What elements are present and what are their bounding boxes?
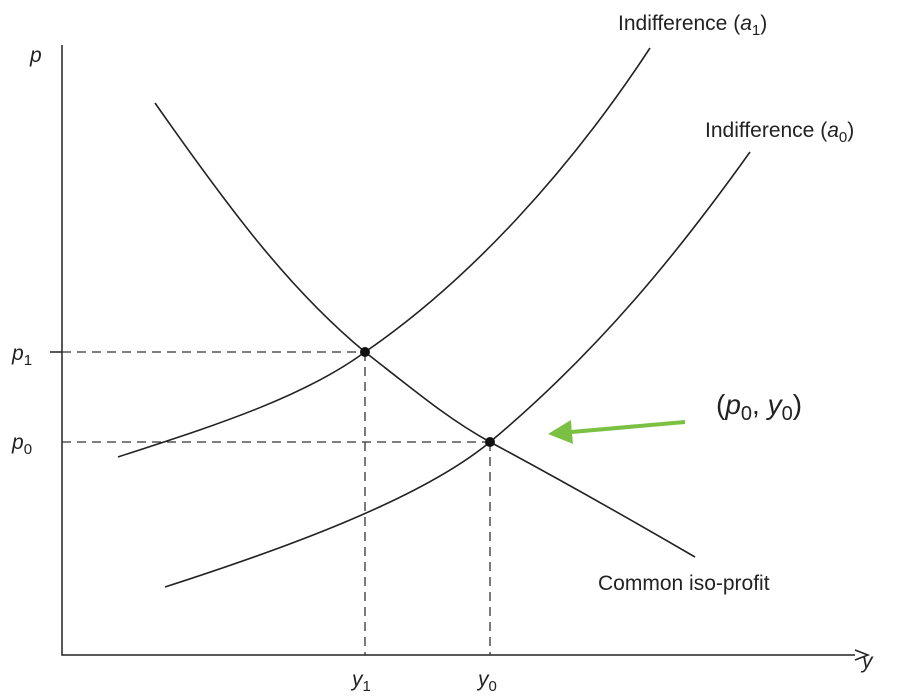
indifference-a1: [117, 47, 651, 458]
guide-lines: [62, 351, 491, 655]
y1-label: y1: [350, 668, 371, 695]
axes: [61, 45, 855, 656]
iso-profit-curve: [154, 102, 696, 558]
y0-label: y0: [476, 668, 497, 695]
y-axis-label: p: [29, 44, 42, 67]
annotation: (p0, y0): [716, 389, 802, 425]
p0-label: p0: [11, 431, 32, 458]
p1-label: p1: [11, 342, 32, 369]
curve-label: Indifference (a1): [618, 12, 767, 39]
x-axis-label: y: [860, 650, 874, 673]
annotation-arrow: [548, 419, 686, 444]
indifference-a0: [164, 151, 751, 588]
x-axis-arrow: [854, 649, 871, 661]
curve-label: Indifference (a0): [705, 119, 854, 146]
curve-label: Common iso-profit: [598, 572, 770, 595]
point: [485, 437, 495, 447]
point: [360, 347, 370, 357]
